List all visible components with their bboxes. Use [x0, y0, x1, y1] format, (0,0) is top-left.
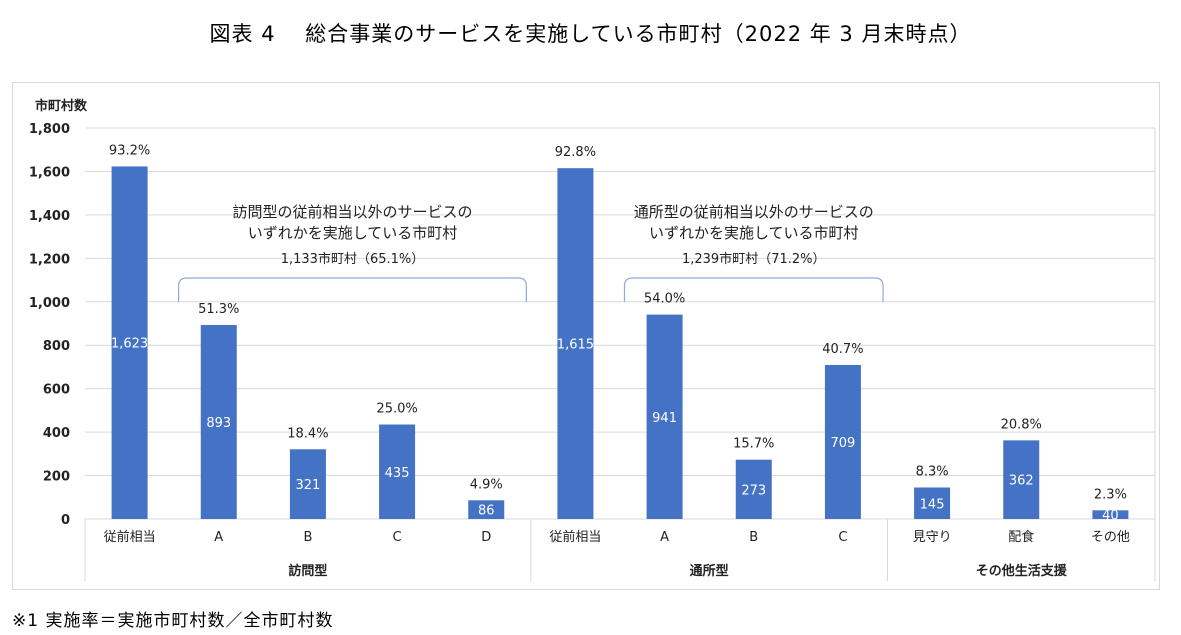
x-tick-label: 配食	[1008, 529, 1034, 545]
x-tick-label: B	[303, 530, 312, 545]
bar-percent-label: 51.3%	[198, 302, 239, 317]
bar-percent-label: 18.4%	[287, 426, 328, 441]
x-tick-label: 従前相当	[549, 529, 601, 545]
bar-value-label: 1,623	[111, 337, 148, 352]
y-tick-label: 1,600	[29, 165, 70, 180]
x-tick-label: 見守り	[913, 530, 952, 545]
bar-value-label: 362	[1009, 474, 1034, 489]
chart-frame: 0 200 400 600 800 1,000 1,200 1,400 1,600 1,800 市町…	[12, 82, 1160, 590]
group-label: 訪問型	[288, 563, 327, 579]
bar-percent-label: 2.3%	[1094, 487, 1127, 502]
annotation-value: 1,133市町村（65.1%）	[281, 251, 425, 267]
y-tick-label: 1,800	[29, 122, 70, 137]
bar-percent-label: 40.7%	[822, 342, 863, 357]
bar	[379, 424, 416, 519]
group-label: 通所型	[690, 563, 729, 579]
bar	[289, 449, 326, 519]
bar	[646, 314, 683, 519]
bar	[824, 364, 861, 519]
bar-value-label: 435	[385, 466, 410, 481]
annotation-value: 1,239市町村（71.2%）	[682, 251, 826, 267]
annotation-bracket	[178, 277, 527, 302]
x-tick-label: D	[481, 530, 491, 545]
bar-value-label: 1,615	[557, 338, 594, 353]
y-tick-label: 1,400	[29, 209, 70, 224]
y-axis-label: 市町村数	[35, 98, 88, 114]
bar	[557, 168, 594, 520]
y-tick-label: 1,200	[29, 252, 70, 267]
x-tick-label: B	[749, 530, 758, 545]
bar-percent-label: 15.7%	[733, 437, 774, 452]
footnote: ※1 実施率＝実施市町村数／全市町村数	[12, 611, 334, 631]
page-title: 図表 4 総合事業のサービスを実施している市町村（2022 年 3 月末時点）	[209, 22, 972, 46]
y-tick-label: 1,000	[29, 296, 70, 311]
bar-value-label: 40	[1102, 509, 1119, 524]
bar-percent-label: 20.8%	[1001, 417, 1042, 432]
bar-percent-label: 54.0%	[644, 292, 685, 307]
bar-percent-label: 25.0%	[376, 402, 417, 417]
bar-value-label: 709	[831, 436, 856, 451]
bar	[200, 325, 237, 519]
bar	[111, 166, 148, 519]
bar-percent-label: 8.3%	[916, 465, 949, 480]
bar-value-label: 86	[478, 504, 495, 519]
annotation-text-line1: 通所型の従前相当以外のサービスの	[634, 203, 874, 221]
bar	[1003, 440, 1040, 519]
bar	[914, 487, 951, 519]
x-tick-label: 従前相当	[104, 529, 156, 545]
bar	[468, 500, 505, 519]
bar-value-label: 893	[206, 416, 231, 431]
group-label: その他生活支援	[976, 563, 1068, 579]
bar	[735, 459, 772, 519]
x-tick-label: C	[393, 530, 402, 545]
bar-value-label: 273	[741, 483, 766, 498]
bar-value-label: 145	[920, 497, 945, 512]
annotation-text-line2: いずれかを実施している市町村	[248, 224, 458, 242]
y-tick-label: 400	[43, 426, 70, 441]
y-tick-label: 200	[43, 470, 70, 485]
y-tick-label: 800	[43, 339, 70, 354]
bar-percent-label: 93.2%	[109, 143, 150, 158]
y-tick-label: 600	[43, 383, 70, 398]
bar-chart: 0 200 400 600 800 1,000 1,200 1,400 1,600 1,800 市町…	[29, 98, 1156, 581]
annotation-bracket	[623, 277, 884, 302]
x-tick-label: C	[838, 530, 847, 545]
bar-percent-label: 4.9%	[470, 477, 503, 492]
x-tick-label: A	[660, 530, 669, 545]
bar-value-label: 321	[296, 478, 321, 493]
bar-value-label: 941	[652, 411, 677, 426]
bar	[1092, 510, 1129, 519]
annotation-text-line1: 訪問型の従前相当以外のサービスの	[232, 203, 472, 221]
x-tick-label: その他	[1091, 530, 1130, 545]
y-tick-label: 0	[61, 513, 70, 528]
bar-percent-label: 92.8%	[555, 145, 596, 160]
x-tick-label: A	[214, 530, 223, 545]
annotation-text-line2: いずれかを実施している市町村	[649, 224, 859, 242]
